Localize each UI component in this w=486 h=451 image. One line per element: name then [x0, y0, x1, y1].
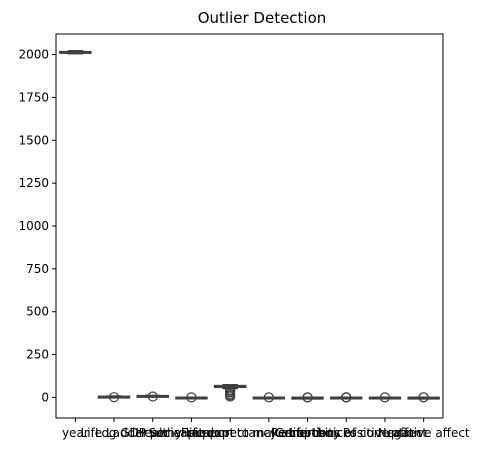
box-9 [368, 392, 402, 403]
outlier-point [108, 392, 120, 403]
box-3 [136, 391, 169, 402]
x-tick-label: Positive affect [343, 426, 428, 440]
y-tick-label: 750 [26, 262, 49, 276]
box-1 [59, 50, 92, 55]
box-6 [252, 392, 286, 403]
outlier-point [302, 392, 313, 403]
box-7 [291, 392, 324, 403]
x-tick-label: Perceptions of corruption [271, 426, 422, 440]
y-tick-label: 0 [41, 390, 49, 404]
box-10 [407, 392, 440, 403]
x-tick-label: Life Ladder [81, 426, 148, 440]
x-tick-label: Social support [149, 426, 235, 440]
box-4 [175, 392, 208, 403]
outlier-point [341, 392, 352, 403]
box-5 [213, 383, 247, 402]
x-tick-label: year [62, 426, 89, 440]
y-tick-label: 500 [26, 305, 49, 319]
x-tick-label: Healthy life expectancy at birth [135, 426, 325, 440]
x-tick-label: Negative affect [378, 426, 470, 440]
y-tick-label: 1500 [18, 133, 49, 147]
x-tick-label: Log GDP per capita [95, 426, 211, 440]
x-tick-label: Freedom to make life choices [181, 426, 357, 440]
outlier-point [418, 392, 429, 403]
y-tick-label: 1000 [18, 219, 49, 233]
y-tick-label: 250 [26, 348, 49, 362]
plot-area [59, 50, 440, 403]
chart-title: Outlier Detection [198, 9, 327, 27]
x-tick-label: Generosity [275, 426, 340, 440]
y-tick-label: 1250 [18, 176, 49, 190]
outlier-point [263, 392, 274, 403]
outlier-point [225, 391, 236, 402]
outlier-point [379, 392, 391, 403]
outlier-point [147, 391, 158, 402]
box-2 [97, 392, 131, 403]
y-tick-label: 2000 [18, 48, 49, 62]
outlier-point [186, 392, 197, 403]
y-tick-label: 1750 [18, 90, 49, 104]
plot-frame [55, 33, 444, 419]
box-8 [330, 392, 363, 403]
